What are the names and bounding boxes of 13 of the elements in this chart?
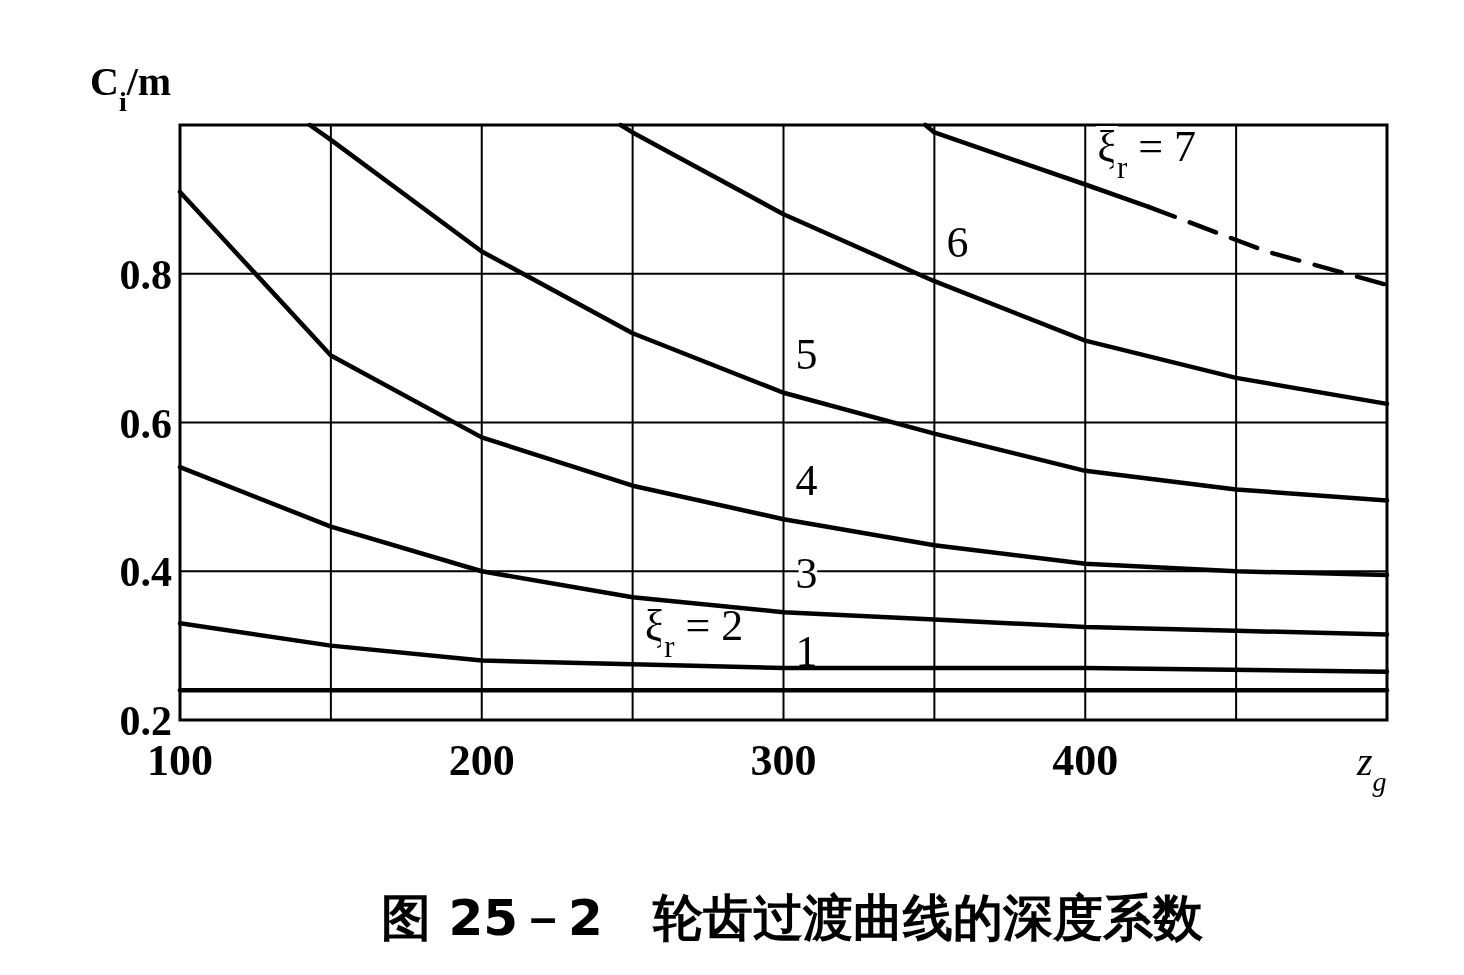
series-label: 1 — [795, 627, 818, 677]
series-label: 5 — [795, 329, 818, 379]
x-tick-label: 300 — [750, 736, 817, 785]
y-tick-label: 0.8 — [119, 251, 172, 298]
y-tick-label: 0.4 — [119, 549, 172, 596]
text: 图 25－2 轮齿过渡曲线的深度系数 — [381, 889, 1204, 947]
x-axis-title: z$_{g}$ — [1356, 739, 1387, 797]
y-axis-title: C$_{i}$/m — [90, 59, 172, 117]
y-tick-label: 0.6 — [119, 400, 172, 447]
series-label: 4 — [795, 456, 818, 506]
x-tick-label: 400 — [1052, 736, 1119, 785]
x-tick-label: 200 — [448, 736, 515, 785]
series-label: 6 — [946, 218, 969, 268]
